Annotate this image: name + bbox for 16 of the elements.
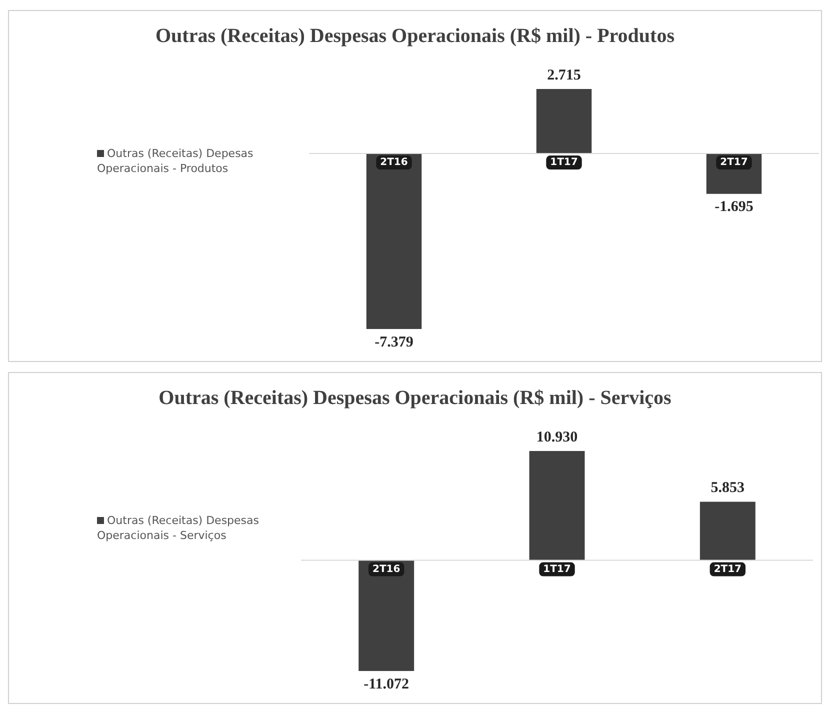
data-label: 10.930	[536, 429, 578, 446]
x-tick-label: 2T17	[714, 564, 742, 575]
chart-title: Outras (Receitas) Despesas Operacionais (R$ mil) - Produtos	[154, 25, 676, 48]
x-tick-label: 1T17	[550, 157, 578, 168]
data-label: -11.072	[364, 676, 410, 692]
legend-label: Outras (Receitas) Depesas Operacionais - Produtos	[97, 146, 254, 176]
data-label: -1.695	[714, 199, 754, 216]
x-tick-label: 2T17	[720, 157, 748, 168]
legend-label: Outras (Receitas) Despesas Operacionais - Serviços	[97, 513, 260, 543]
x-tick-label: 2T16	[372, 564, 400, 575]
data-label: 5.853	[710, 480, 745, 496]
x-tick-label: 2T16	[380, 157, 408, 168]
data-label: 2.715	[547, 67, 581, 84]
data-label: -7.379	[374, 334, 414, 350]
x-tick-label: 1T17	[543, 564, 571, 575]
chart-title: Outras (Receitas) Despesas Operacionais (R$ mil) - Serviços	[158, 387, 672, 410]
